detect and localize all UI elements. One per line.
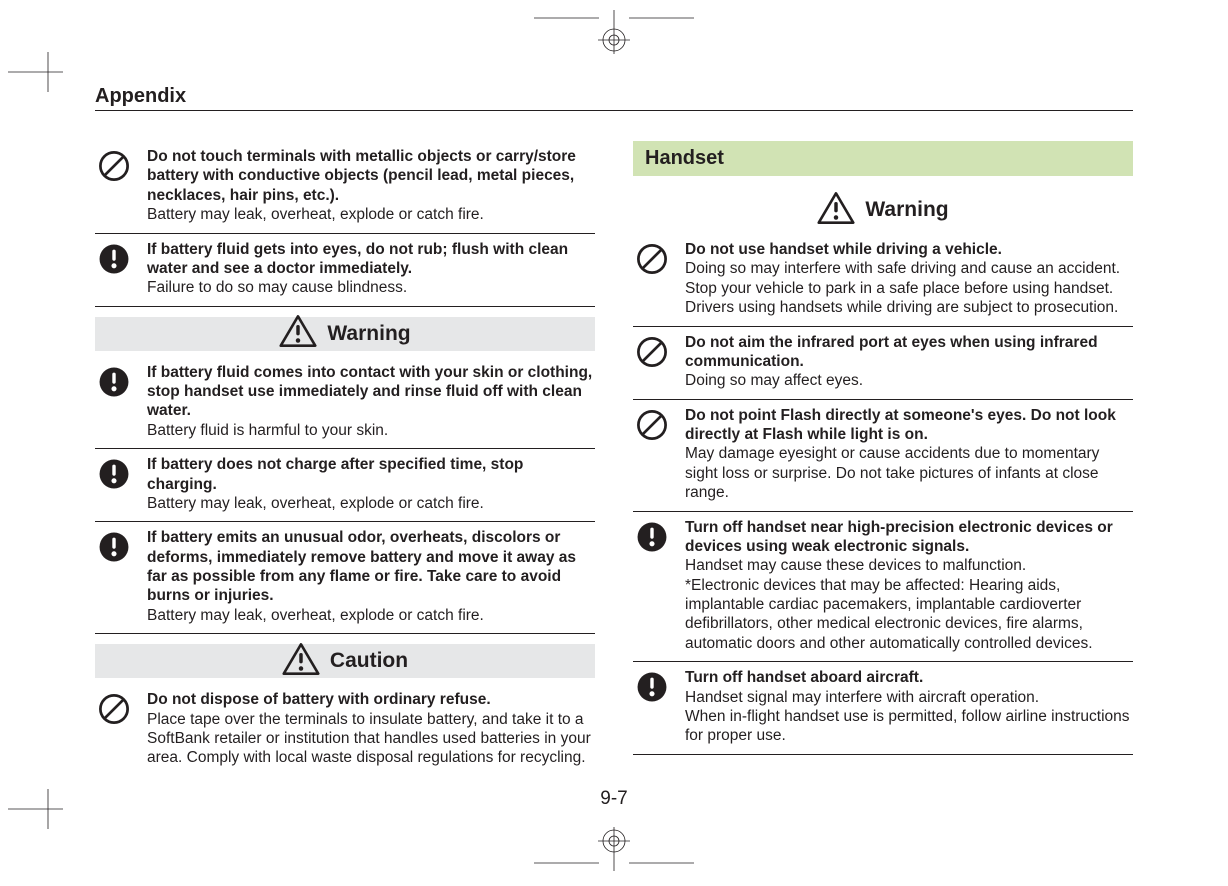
caution-band: Caution: [95, 644, 595, 678]
page-header: Appendix: [95, 85, 1133, 111]
row-body: Doing so may interfere with safe driving…: [685, 260, 1120, 316]
mandatory-icon: [97, 457, 131, 496]
registration-mark-bottom: [534, 827, 694, 876]
row-bold: Turn off handset aboard aircraft.: [685, 669, 923, 686]
row-bold: Turn off handset near high-precision ele…: [685, 519, 1113, 555]
prohibit-icon: [97, 149, 131, 188]
section-title: Handset: [633, 141, 1133, 176]
page-content: Appendix Do not touch terminals with met…: [95, 85, 1133, 805]
safety-row: Turn off handset near high-precision ele…: [633, 512, 1133, 663]
safety-row: If battery fluid gets into eyes, do not …: [95, 234, 595, 307]
mandatory-icon: [97, 242, 131, 281]
row-body: Failure to do so may cause blindness.: [147, 279, 407, 296]
row-body: Handset may cause these devices to malfu…: [685, 557, 1093, 652]
safety-row: Do not dispose of battery with ordinary …: [95, 684, 595, 776]
row-body: Battery may leak, overheat, explode or c…: [147, 206, 484, 223]
safety-row: Do not touch terminals with metallic obj…: [95, 141, 595, 234]
row-bold: Do not use handset while driving a vehic…: [685, 241, 1002, 258]
mandatory-icon: [635, 670, 669, 709]
row-body: Battery may leak, overheat, explode or c…: [147, 607, 484, 624]
safety-row: If battery fluid comes into contact with…: [95, 357, 595, 450]
row-bold: If battery fluid gets into eyes, do not …: [147, 241, 568, 277]
crop-mark-top-left: [8, 52, 78, 97]
warning-band: Warning: [95, 317, 595, 351]
row-bold: Do not touch terminals with metallic obj…: [147, 148, 576, 204]
page-number: 9-7: [95, 788, 1133, 810]
row-bold: If battery emits an unusual odor, overhe…: [147, 529, 576, 604]
row-body: Place tape over the terminals to insulat…: [147, 711, 591, 767]
row-body: Handset signal may interfere with aircra…: [685, 689, 1130, 745]
row-bold: If battery does not charge after specifi…: [147, 456, 523, 492]
prohibit-icon: [635, 408, 669, 447]
right-column: Handset Warning Do not use handset while…: [633, 141, 1133, 776]
prohibit-icon: [635, 242, 669, 281]
row-bold: Do not point Flash directly at someone's…: [685, 407, 1116, 443]
safety-row: If battery emits an unusual odor, overhe…: [95, 522, 595, 634]
safety-row: Turn off handset aboard aircraft. Handset…: [633, 662, 1133, 755]
row-bold: Do not dispose of battery with ordinary …: [147, 691, 491, 708]
crop-mark-bottom-left: [8, 789, 78, 834]
row-bold: If battery fluid comes into contact with…: [147, 364, 592, 420]
band-label: Caution: [330, 649, 408, 673]
mandatory-icon: [97, 365, 131, 404]
row-body: Doing so may affect eyes.: [685, 372, 863, 389]
mandatory-icon: [635, 520, 669, 559]
safety-row: If battery does not charge after specifi…: [95, 449, 595, 522]
warning-band: Warning: [633, 190, 1133, 230]
row-body: Battery may leak, overheat, explode or c…: [147, 495, 484, 512]
prohibit-icon: [97, 692, 131, 731]
registration-mark-top: [534, 10, 694, 59]
band-label: Warning: [327, 322, 410, 346]
mandatory-icon: [97, 530, 131, 569]
safety-row: Do not aim the infrared port at eyes whe…: [633, 327, 1133, 400]
warning-triangle-icon: [282, 642, 320, 681]
row-body: Battery fluid is harmful to your skin.: [147, 422, 388, 439]
left-column: Do not touch terminals with metallic obj…: [95, 141, 595, 776]
safety-row: Do not point Flash directly at someone's…: [633, 400, 1133, 512]
row-body: May damage eyesight or cause accidents d…: [685, 445, 1099, 501]
warning-triangle-icon: [279, 314, 317, 353]
band-label: Warning: [865, 198, 948, 222]
warning-triangle-icon: [817, 191, 855, 230]
row-bold: Do not aim the infrared port at eyes whe…: [685, 334, 1098, 370]
safety-row: Do not use handset while driving a vehic…: [633, 234, 1133, 327]
prohibit-icon: [635, 335, 669, 374]
